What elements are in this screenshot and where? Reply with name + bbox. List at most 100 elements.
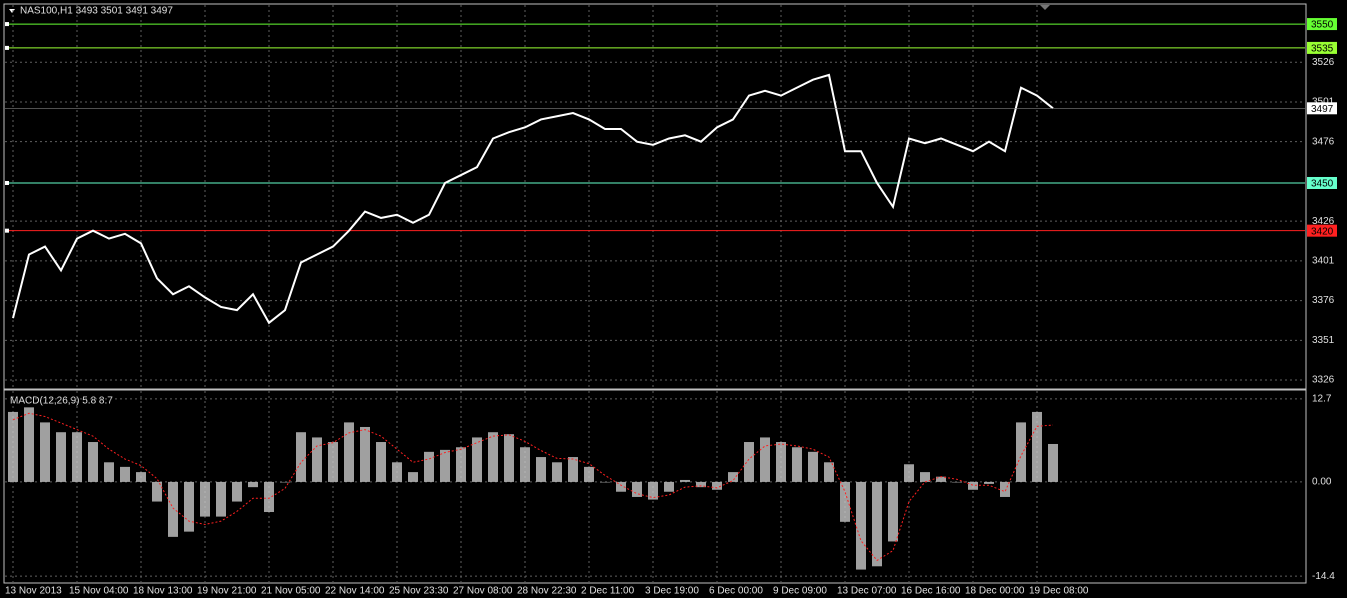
last-price-label: 3497	[1311, 104, 1334, 115]
y-tick-label: 3501	[1312, 97, 1335, 108]
x-tick-label: 3 Dec 19:00	[645, 586, 699, 597]
signal-line	[12, 412, 1054, 562]
macd-bar	[104, 462, 114, 482]
macd-bar	[120, 466, 130, 482]
level-label: 3535	[1311, 44, 1334, 55]
macd-bar	[72, 432, 82, 482]
macd-bar	[728, 472, 738, 482]
macd-bar	[408, 472, 418, 482]
macd-bar	[760, 437, 770, 482]
macd-bar	[568, 457, 578, 482]
macd-bar	[792, 447, 802, 482]
y-tick-label: 3326	[1312, 375, 1335, 386]
macd-bar	[984, 481, 994, 484]
macd-bar	[744, 442, 754, 482]
level-label: 3420	[1311, 226, 1334, 237]
macd-bar	[40, 422, 50, 482]
y-tick-label: 0.00	[1312, 477, 1332, 488]
macd-bar	[1016, 422, 1026, 482]
macd-bar	[696, 481, 706, 488]
macd-bar	[8, 411, 18, 482]
macd-bar	[584, 466, 594, 482]
level-dot	[5, 22, 9, 27]
macd-bar	[520, 447, 530, 482]
macd-bar	[344, 422, 354, 482]
macd-bar	[856, 481, 866, 570]
macd-bar	[360, 426, 370, 482]
macd-bar	[648, 481, 658, 500]
macd-bar	[552, 462, 562, 482]
y-tick-label: 3351	[1312, 335, 1335, 346]
main-frame	[3, 3, 1307, 390]
macd-bar	[904, 464, 914, 482]
x-tick-label: 18 Dec 00:00	[965, 586, 1025, 597]
x-tick-label: 22 Nov 14:00	[325, 586, 385, 597]
macd-bar	[168, 481, 178, 537]
macd-bar	[600, 481, 610, 483]
price-line	[12, 73, 1054, 325]
x-tick-label: 25 Nov 23:30	[389, 586, 449, 597]
level-label-box	[1307, 224, 1337, 237]
level-label: 3450	[1311, 179, 1334, 190]
x-tick-label: 27 Nov 08:00	[453, 586, 513, 597]
x-tick-label: 16 Dec 16:00	[901, 586, 961, 597]
level-label-box	[1307, 41, 1337, 54]
x-tick-label: 13 Nov 2013	[5, 586, 62, 597]
macd-bar	[24, 407, 34, 482]
macd-bar	[936, 476, 946, 482]
macd-bar	[184, 481, 194, 532]
macd-bar	[56, 432, 66, 482]
macd-bar	[952, 481, 962, 483]
chart-title: NAS100,H1 3493 3501 3491 3497	[20, 6, 173, 17]
x-tick-label: 18 Nov 13:00	[133, 586, 193, 597]
macd-bar	[472, 437, 482, 482]
macd-bar	[328, 442, 338, 482]
macd-bar	[808, 451, 818, 482]
y-tick-label: 3401	[1312, 256, 1335, 267]
level-dot	[5, 228, 9, 233]
x-tick-label: 9 Dec 09:00	[773, 586, 827, 597]
macd-bar	[1032, 411, 1042, 482]
x-tick-label: 2 Dec 11:00	[581, 586, 635, 597]
macd-bar	[312, 437, 322, 482]
macd-bar	[536, 457, 546, 482]
level-dot	[5, 45, 9, 50]
macd-bar	[664, 481, 674, 492]
macd-bar	[888, 481, 898, 542]
level-label: 3550	[1311, 20, 1334, 31]
x-tick-label: 19 Nov 21:00	[197, 586, 257, 597]
macd-bar	[872, 481, 882, 567]
y-tick-label: 3476	[1312, 136, 1335, 147]
macd-bar	[216, 481, 226, 517]
macd-bar	[440, 449, 450, 482]
y-tick-label: -14.4	[1312, 571, 1335, 582]
macd-bar	[488, 432, 498, 482]
macd-bar	[712, 481, 722, 490]
macd-bar	[456, 447, 466, 482]
macd-bar	[376, 442, 386, 482]
macd-bar	[840, 481, 850, 522]
macd-bar	[232, 481, 242, 502]
macd-title: MACD(12,26,9) 5.8 8.7	[10, 396, 113, 407]
shift-marker	[1040, 5, 1050, 10]
macd-bar	[1048, 443, 1058, 482]
y-tick-label: 12.7	[1312, 393, 1332, 404]
macd-bar	[248, 481, 258, 488]
level-label-box	[1307, 18, 1337, 31]
macd-bar	[968, 481, 978, 490]
y-tick-label: 3426	[1312, 216, 1335, 227]
macd-bar	[632, 481, 642, 497]
y-tick-label: 3526	[1312, 57, 1335, 68]
macd-frame	[3, 389, 1307, 584]
macd-bar	[1000, 481, 1010, 497]
macd-bar	[392, 462, 402, 482]
macd-bar	[504, 434, 514, 482]
level-label-box	[1307, 176, 1337, 189]
macd-bar	[280, 481, 290, 483]
x-tick-label: 19 Dec 08:00	[1029, 586, 1089, 597]
macd-bar	[296, 432, 306, 482]
x-tick-label: 6 Dec 00:00	[709, 586, 763, 597]
x-tick-label: 13 Dec 07:00	[837, 586, 897, 597]
last-price-box	[1307, 102, 1337, 115]
